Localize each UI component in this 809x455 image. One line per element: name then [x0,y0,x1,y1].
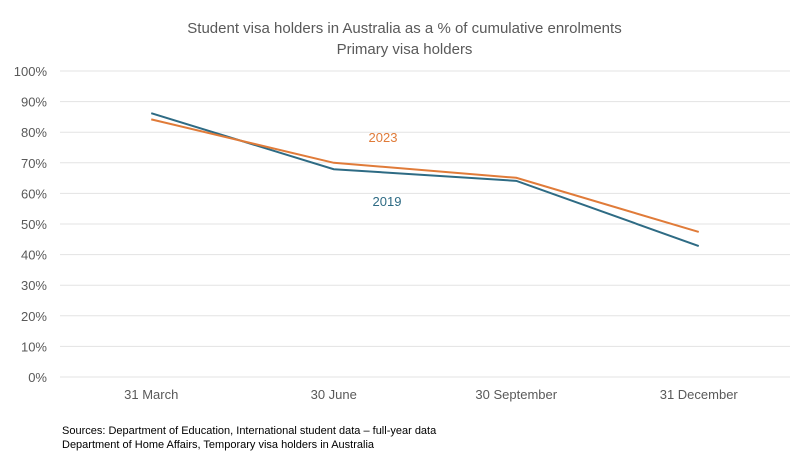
y-tick-label: 30% [21,278,47,293]
y-tick-label: 80% [21,125,47,140]
y-tick-label: 50% [21,217,47,232]
chart-subtitle: Primary visa holders [336,41,473,58]
y-tick-label: 40% [21,248,47,263]
y-tick-label: 20% [21,309,47,324]
y-tick-label: 90% [21,95,47,110]
y-tick-label: 100% [14,64,48,79]
series-label-2023: 2023 [369,130,398,145]
series-label-2019: 2019 [373,194,402,209]
y-tick-label: 0% [28,370,47,385]
source-line-1: Sources: Department of Education, Intern… [62,425,437,437]
x-tick-label: 31 December [660,387,739,402]
chart-title: Student visa holders in Australia as a %… [187,20,622,37]
series-line-2023 [151,118,700,233]
x-tick-label: 30 September [475,387,557,402]
y-tick-label: 70% [21,156,47,171]
y-tick-label: 60% [21,186,47,201]
x-tick-label: 31 March [124,387,178,402]
source-line-2: Department of Home Affairs, Temporary vi… [62,439,375,451]
x-tick-label: 30 June [311,387,357,402]
y-tick-label: 10% [21,339,47,354]
series-line-2019 [150,112,700,247]
